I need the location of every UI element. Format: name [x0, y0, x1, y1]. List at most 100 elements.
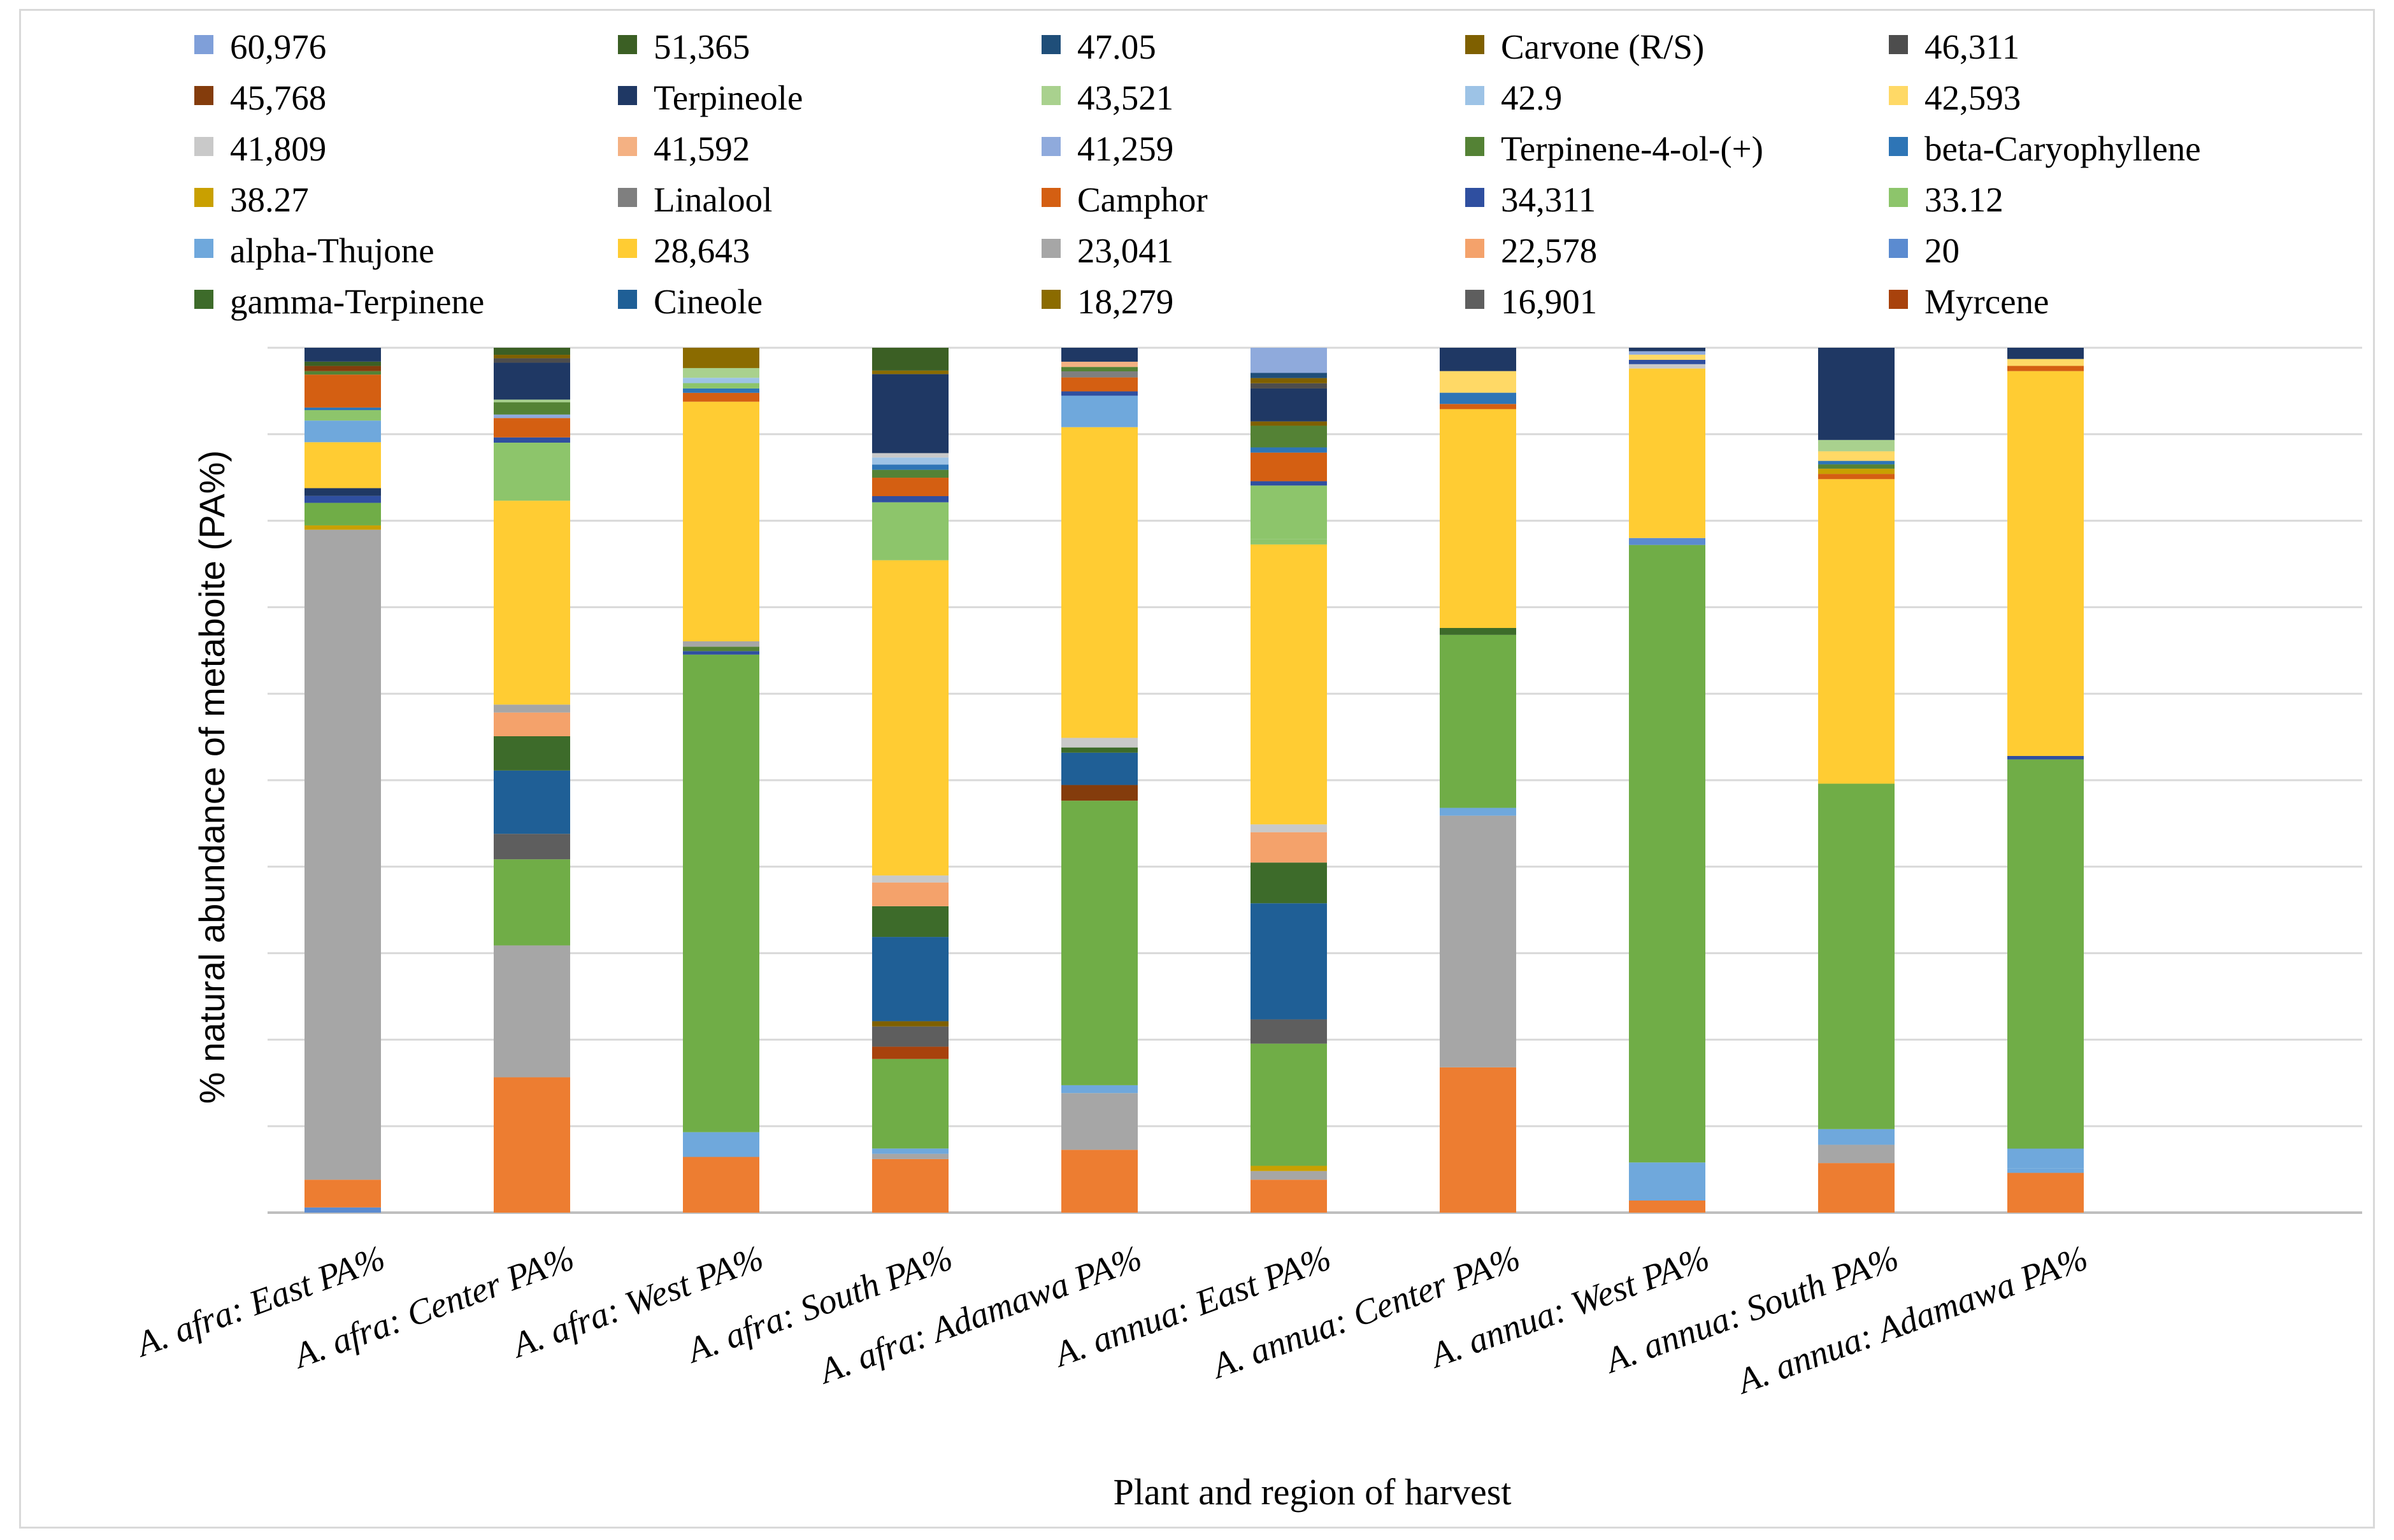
bar-segment — [1818, 348, 1895, 440]
bar-segment — [1251, 1019, 1327, 1044]
bar-segment — [494, 402, 570, 415]
legend-swatch — [618, 137, 637, 156]
bar-segment — [494, 1077, 570, 1213]
bar-segment — [872, 478, 949, 496]
legend-swatch — [618, 35, 637, 54]
bar-segment — [305, 503, 381, 525]
bar-segment — [494, 770, 570, 834]
bar-segment — [1061, 785, 1138, 801]
x-axis-title: Plant and region of harvest — [1114, 1471, 1512, 1513]
bar-segment — [305, 348, 381, 362]
bar-segment — [872, 348, 949, 371]
bar-segment — [494, 859, 570, 946]
bar-segment — [1061, 377, 1138, 392]
legend-swatch — [1465, 290, 1484, 309]
legend-swatch — [1465, 188, 1484, 207]
bar-segment — [683, 641, 759, 647]
bar-segment — [1440, 348, 1516, 371]
bar-segment — [305, 420, 381, 443]
bar-segment — [494, 736, 570, 771]
bar-segment — [1629, 354, 1705, 360]
legend-label: 23,041 — [1077, 231, 1173, 270]
bar-segment — [1818, 479, 1895, 784]
bar-segment — [1251, 348, 1327, 373]
bar-segment — [1251, 862, 1327, 904]
legend-label: Linalool — [654, 180, 772, 219]
bar-segment — [1061, 391, 1138, 396]
legend-label: 28,643 — [654, 231, 750, 270]
legend-swatch — [618, 86, 637, 105]
bar-segment — [494, 418, 570, 438]
bar-segment — [872, 875, 949, 883]
legend-label: 42,593 — [1925, 78, 2021, 117]
bar-segment — [1818, 1144, 1895, 1164]
bar-segment — [494, 501, 570, 705]
legend-label: 20 — [1925, 231, 1960, 270]
legend-label: 16,901 — [1501, 282, 1597, 321]
bar-segment — [494, 355, 570, 359]
bar-segment — [683, 348, 759, 368]
bar-segment — [1818, 474, 1895, 480]
legend-swatch — [1465, 35, 1484, 54]
bar-segment — [872, 1153, 949, 1159]
bar-segment — [305, 442, 381, 488]
bar-segment — [1251, 421, 1327, 426]
bar-segment — [1251, 824, 1327, 832]
bar-segment — [494, 945, 570, 1078]
bar-segment — [1818, 451, 1895, 461]
x-tick-label: A. annua: Adamawa PA% — [1730, 1238, 2093, 1402]
legend-label: 45,768 — [230, 78, 326, 117]
bar-segment — [2007, 1168, 2084, 1173]
bar-segment — [1251, 425, 1327, 448]
legend-swatch — [618, 239, 637, 258]
bar-segment — [683, 1132, 759, 1157]
legend-swatch — [1465, 137, 1484, 156]
bar-segment — [1251, 481, 1327, 486]
legend-label: Carvone (R/S) — [1501, 27, 1704, 66]
bar-segment — [494, 443, 570, 501]
bar-segment — [305, 488, 381, 496]
bar-segment — [494, 712, 570, 736]
bar-segment — [305, 496, 381, 503]
bar-segment — [683, 401, 759, 641]
bar-segment — [1629, 1162, 1705, 1201]
bar-segment — [1251, 832, 1327, 863]
bar-segment — [1061, 371, 1138, 378]
legend-swatch — [618, 290, 637, 309]
bar-segment — [494, 414, 570, 418]
bar-segment — [872, 374, 949, 453]
legend-swatch — [1889, 188, 1908, 207]
bar-segment — [494, 399, 570, 403]
bar-segment — [2007, 359, 2084, 366]
legend-label: 41,259 — [1077, 129, 1173, 168]
bar-segment — [1629, 545, 1705, 1163]
bar-segment — [872, 457, 949, 465]
legend-label: Terpineole — [654, 78, 803, 117]
bar-segment — [872, 1046, 949, 1059]
legend-label: Myrcene — [1925, 282, 2049, 321]
legend-label: 34,311 — [1501, 180, 1596, 219]
legend: 60,976 51,365 47.05 Carvone (R/S) 46,311 45,7… — [194, 27, 2201, 321]
x-tick-label: A. afra: Adamawa PA% — [812, 1238, 1147, 1392]
bar-segment — [305, 371, 381, 375]
bar-segment — [1061, 1085, 1138, 1094]
bar-segment — [1440, 371, 1516, 393]
legend-label: 38.27 — [230, 180, 309, 219]
bar-segment — [872, 937, 949, 1022]
legend-swatch — [1889, 86, 1908, 105]
bar-segment — [872, 502, 949, 560]
bar-segment — [305, 407, 381, 410]
bar-segment — [305, 1207, 381, 1213]
bar-segment — [1061, 348, 1138, 362]
bar-segment — [2007, 755, 2084, 760]
legend-label: alpha-Thujone — [230, 231, 434, 270]
bar-segment — [1251, 1166, 1327, 1171]
bar-segment — [1629, 368, 1705, 538]
y-axis-title: % natural abundance of metaboite (PA%) — [192, 450, 232, 1104]
bar-segment — [1440, 808, 1516, 816]
bar-segment — [1061, 396, 1138, 427]
bar-segment — [872, 453, 949, 458]
legend-swatch — [194, 86, 213, 105]
bar-segment — [683, 383, 759, 389]
bar-segment — [1818, 464, 1895, 469]
